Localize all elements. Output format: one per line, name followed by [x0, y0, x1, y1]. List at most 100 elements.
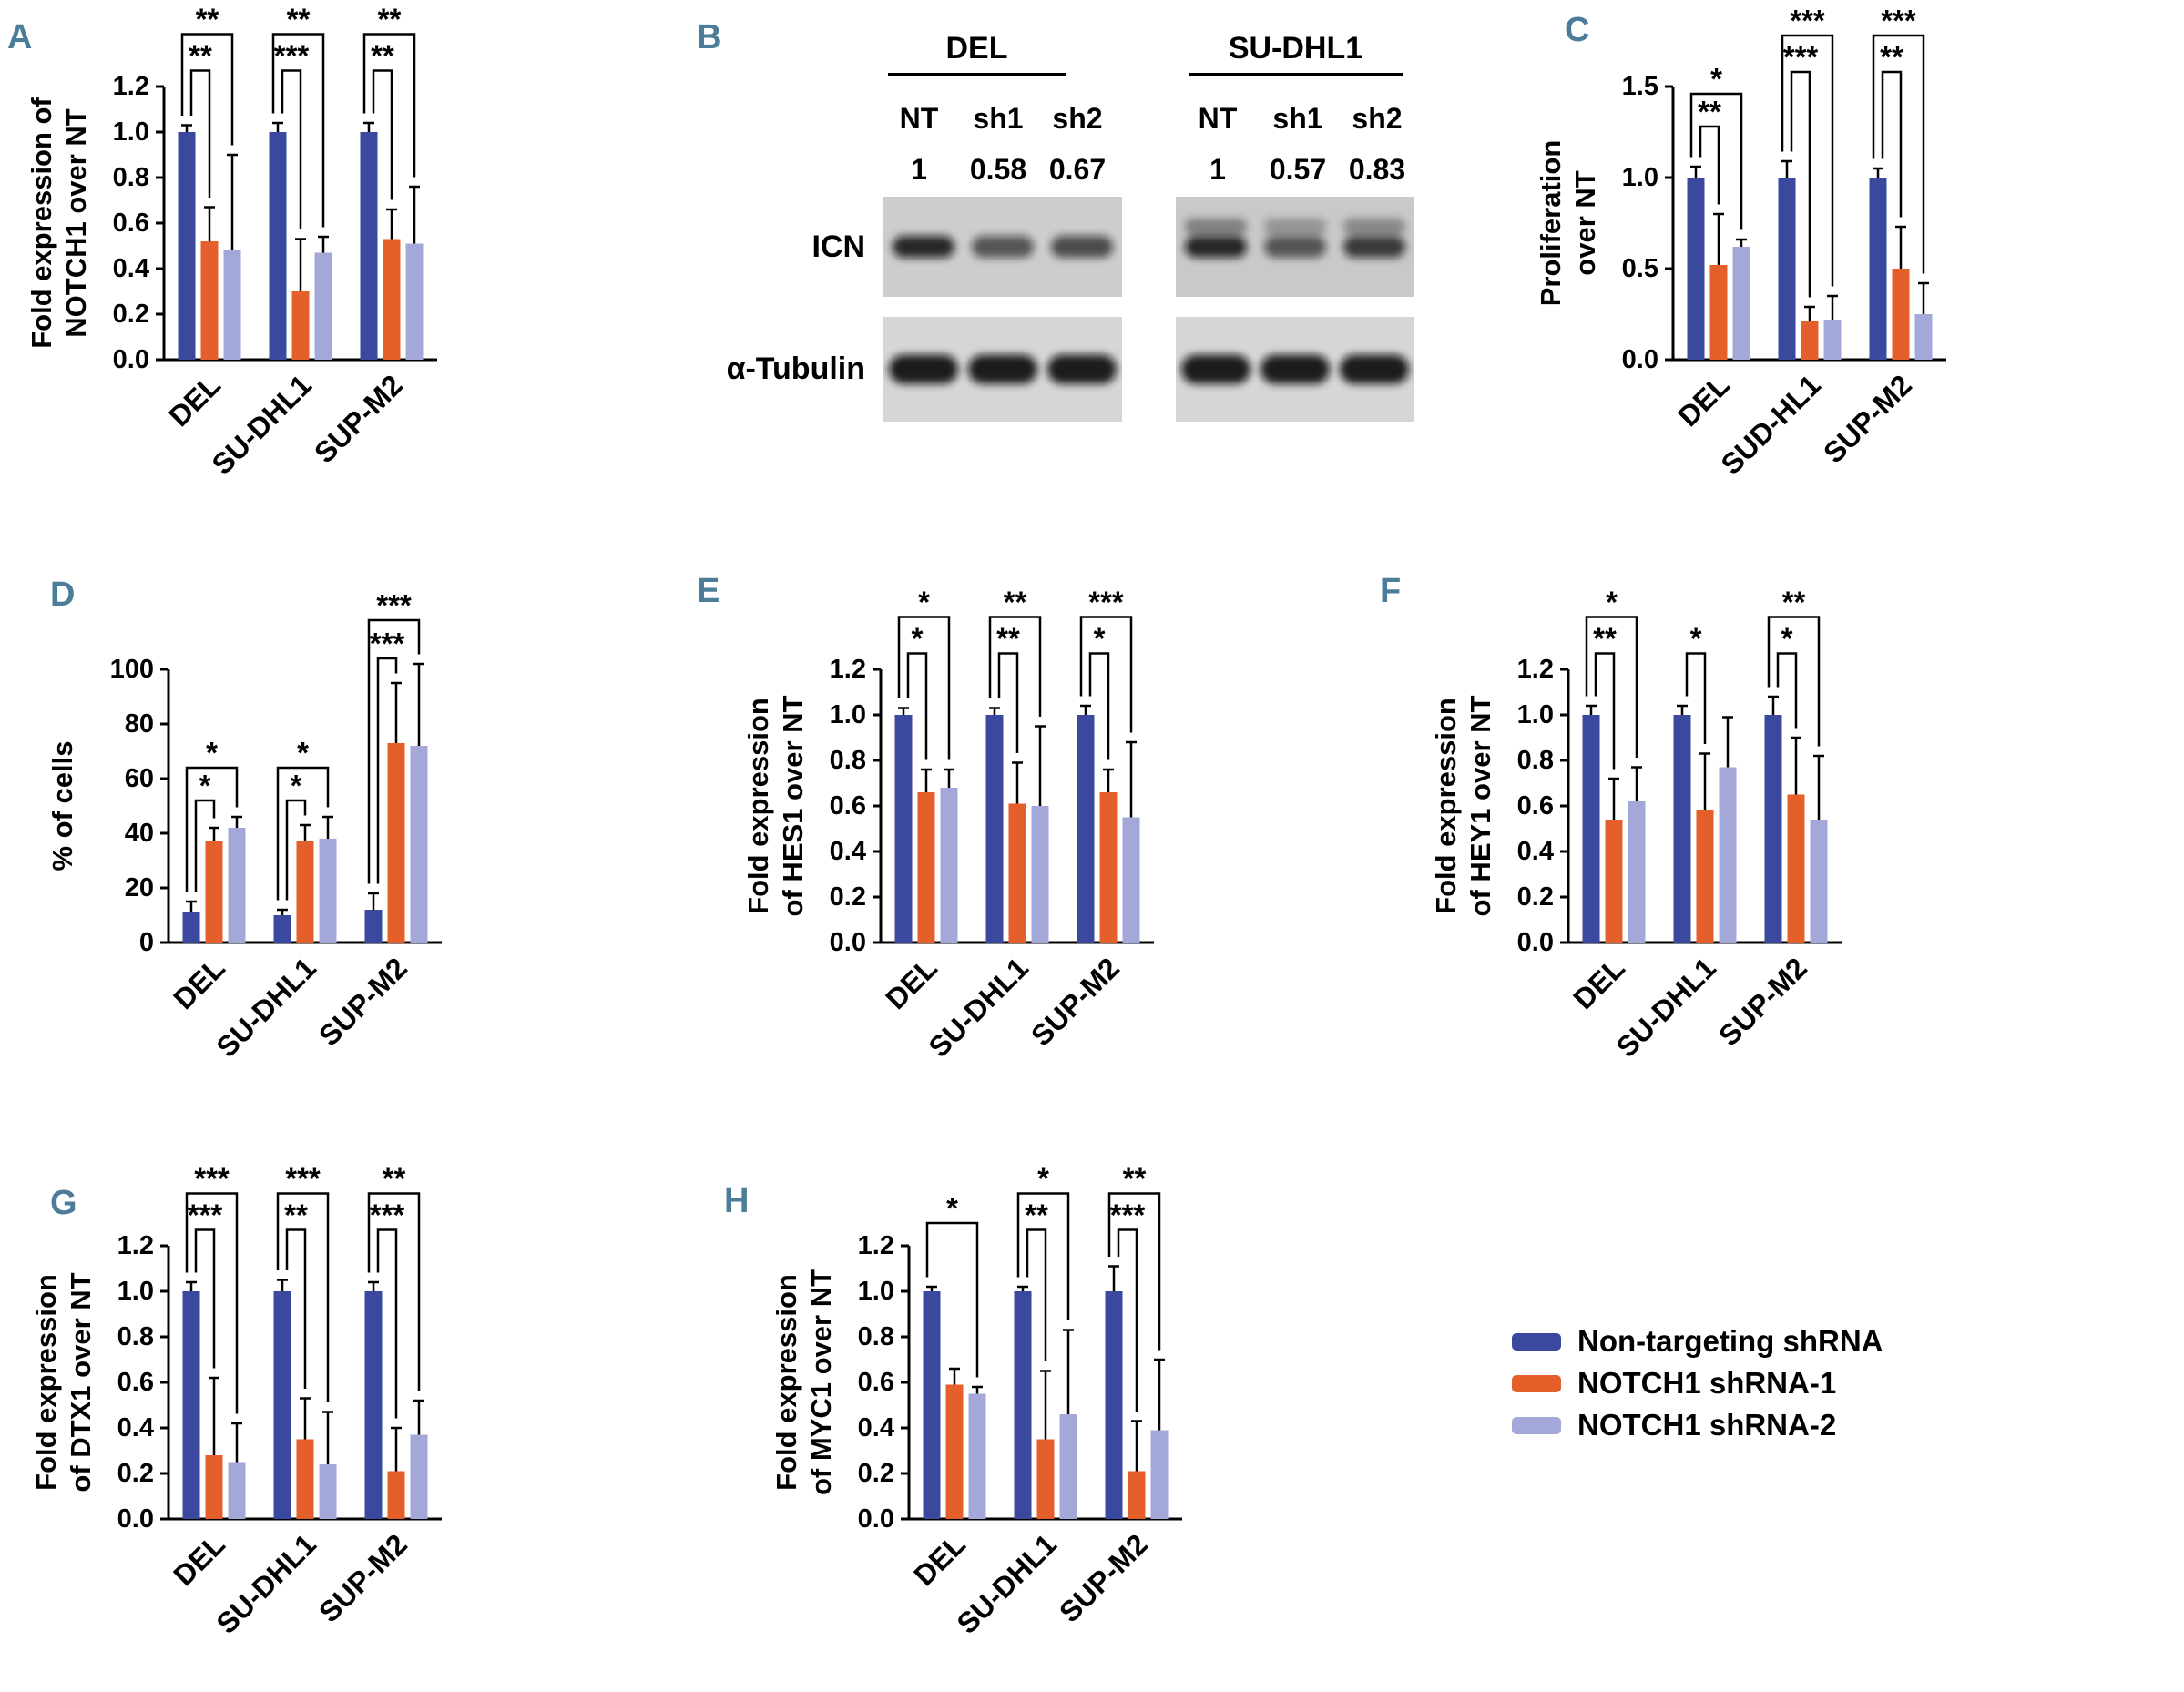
sig-label: ***: [376, 588, 412, 622]
y-tick-label: 1.0: [117, 1277, 154, 1306]
bar: [291, 291, 310, 360]
sig-bracket: [1107, 1192, 1161, 1351]
sig-label: *: [1690, 622, 1702, 656]
y-tick-label: 0.8: [830, 746, 866, 775]
sig-label: ***: [1110, 1198, 1146, 1232]
y-tick-label: 100: [110, 655, 154, 684]
sig-bracket: [376, 657, 398, 884]
sig-label: *: [918, 586, 930, 619]
sig-bracket: [285, 1228, 307, 1389]
sig-bracket: [1016, 1192, 1070, 1320]
bar: [1823, 320, 1842, 360]
chart-dtx1-expression: 0.0 0.2 0.4 0.6 0.8 1.0 1.2 Fold expression of D…: [32, 1162, 442, 1640]
blot-quant-value: 0.67: [1048, 153, 1107, 186]
panel-letter-g: G: [50, 1184, 77, 1222]
y-tick-label: 0.8: [113, 163, 149, 192]
bar: [269, 132, 287, 360]
blot-band: [893, 236, 954, 258]
bar: [1077, 715, 1095, 943]
bar: [364, 910, 383, 943]
bar: [410, 1434, 428, 1519]
sig-bracket: [906, 652, 928, 760]
bar: [894, 715, 913, 943]
category-label: SUP-M2: [312, 951, 413, 1052]
bar: [1719, 767, 1737, 943]
sig-label: ***: [274, 39, 310, 73]
blot-band: [1340, 354, 1409, 384]
y-axis-title: of HEY1 over NT: [1465, 695, 1496, 916]
y-tick-label: 0.8: [858, 1322, 894, 1351]
sig-label: *: [206, 736, 218, 770]
blot-quant-value: 1: [1209, 153, 1226, 186]
panel-letter-e: E: [697, 572, 720, 610]
y-axis-title: Fold expression: [1432, 698, 1462, 914]
bar: [945, 1384, 964, 1519]
sig-bracket: [1776, 652, 1798, 729]
y-tick-label: 0.2: [113, 300, 149, 329]
y-tick-label: 0.0: [117, 1504, 154, 1534]
category-label: SU-DHL1: [209, 951, 322, 1064]
sig-label: *: [1037, 1162, 1049, 1196]
category-label: SU-DHL1: [209, 1527, 322, 1640]
y-tick-label: 0: [139, 928, 154, 957]
sig-bracket: [997, 652, 1019, 753]
y-tick-label: 0.2: [117, 1459, 154, 1488]
blot-cellline-label-del: DEL: [945, 31, 1008, 66]
sig-label: **: [1004, 586, 1027, 619]
blot-band: [1047, 354, 1117, 384]
bar: [1036, 1439, 1055, 1519]
sig-label: *: [946, 1191, 958, 1225]
sig-label: ***: [1783, 40, 1819, 74]
bar: [205, 841, 223, 943]
sig-label: **: [1593, 622, 1617, 656]
legend-swatch-shrna1: [1512, 1374, 1561, 1392]
bar: [364, 1291, 383, 1519]
bar: [360, 132, 378, 360]
bar: [387, 743, 405, 943]
sig-bracket: [897, 616, 951, 760]
y-tick-label: 0.0: [1517, 928, 1554, 957]
sig-label: ***: [285, 1162, 321, 1196]
blot-band: [1343, 236, 1405, 258]
blot-lane-label: sh1: [973, 102, 1024, 135]
panel-letter-a: A: [7, 18, 33, 56]
bar: [314, 252, 332, 360]
blot-underline-del: [888, 73, 1066, 76]
sig-label: *: [291, 769, 302, 802]
sig-bracket: [1088, 652, 1110, 760]
bar: [1869, 178, 1887, 360]
y-tick-label: 20: [125, 873, 154, 902]
sig-bracket: [988, 616, 1042, 717]
blot-quant-value: 0.83: [1348, 153, 1406, 186]
bar: [296, 841, 314, 943]
sig-label: *: [912, 622, 924, 656]
bar: [410, 746, 428, 943]
sig-label: *: [1094, 622, 1106, 656]
y-tick-label: 1.2: [1517, 655, 1554, 684]
chart-hes1-expression: 0.0 0.2 0.4 0.6 0.8 1.0 1.2 Fold expression of H…: [744, 586, 1154, 1064]
bar: [405, 243, 424, 360]
bar: [1582, 715, 1600, 943]
category-label: DEL: [1567, 951, 1631, 1015]
sig-bracket: [362, 33, 416, 178]
y-tick-label: 0.6: [1517, 791, 1554, 821]
blot-band: [1260, 354, 1330, 384]
legend-label: NOTCH1 shRNA-1: [1577, 1366, 1837, 1400]
y-axis-title: Fold expression: [32, 1274, 62, 1491]
y-tick-label: 1.5: [1622, 72, 1658, 101]
blot-band: [1051, 236, 1113, 258]
legend-item-shrna1: NOTCH1 shRNA-1: [1512, 1362, 1883, 1404]
y-axis-title: % of cells: [46, 741, 78, 871]
bar: [985, 715, 1004, 943]
sig-label: *: [1781, 622, 1793, 656]
bar: [273, 915, 291, 943]
sig-bracket: [285, 799, 307, 901]
y-tick-label: 0.4: [117, 1413, 154, 1442]
category-label: SU-DHL1: [922, 951, 1035, 1064]
bar: [1122, 817, 1140, 943]
y-axis-title: Fold expression: [772, 1274, 802, 1491]
panel-letter-b: B: [697, 18, 722, 56]
bar: [1628, 801, 1646, 943]
legend-item-non-targeting: Non-targeting shRNA: [1512, 1320, 1883, 1362]
sig-label: **: [1123, 1162, 1147, 1196]
